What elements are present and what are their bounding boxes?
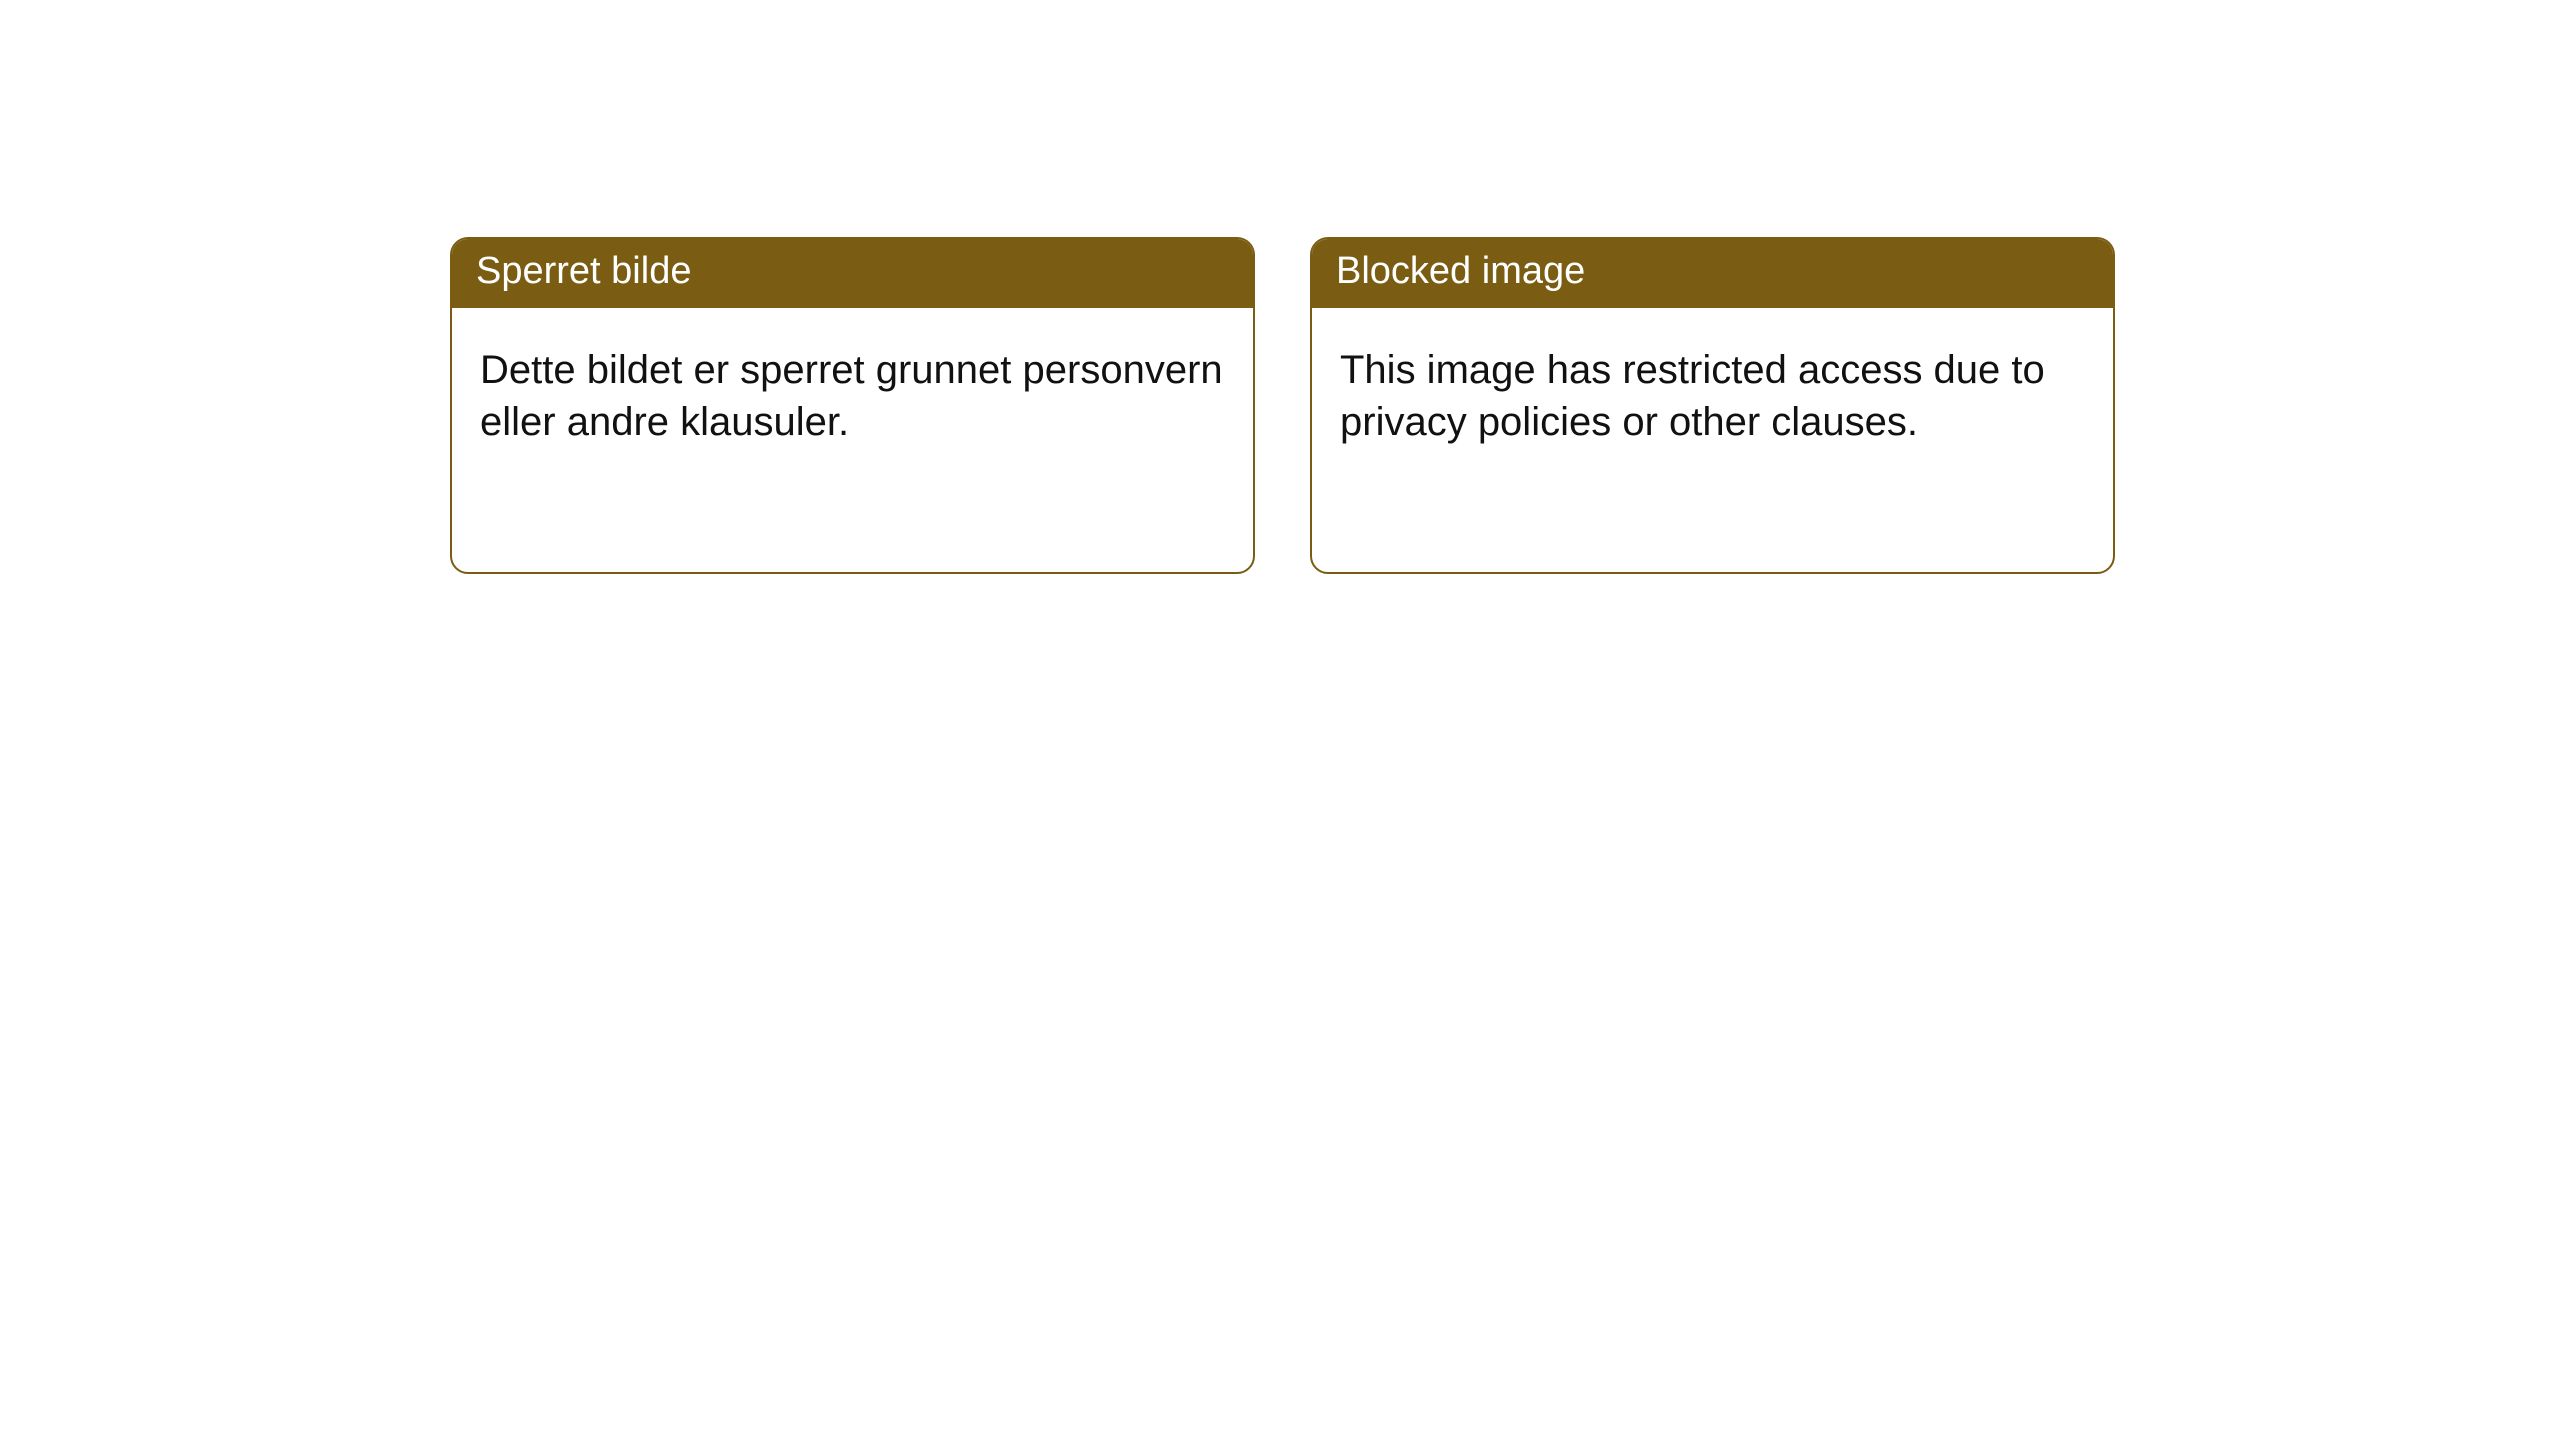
notice-container: Sperret bilde Dette bildet er sperret gr…: [0, 0, 2560, 574]
notice-card-english: Blocked image This image has restricted …: [1310, 237, 2115, 574]
notice-title-english: Blocked image: [1312, 239, 2113, 308]
notice-title-norwegian: Sperret bilde: [452, 239, 1253, 308]
notice-body-english: This image has restricted access due to …: [1312, 308, 2113, 468]
notice-card-norwegian: Sperret bilde Dette bildet er sperret gr…: [450, 237, 1255, 574]
notice-body-norwegian: Dette bildet er sperret grunnet personve…: [452, 308, 1253, 468]
